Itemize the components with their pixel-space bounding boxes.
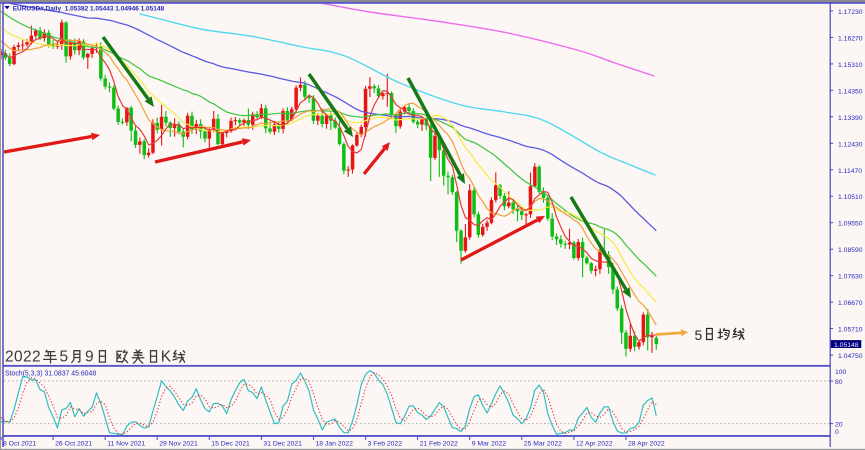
svg-text:EURUSD#,Daily 1.05382 1.05443: EURUSD#,Daily 1.05382 1.05443 1.04946 1.… <box>13 6 165 13</box>
svg-text:1.11470: 1.11470 <box>838 168 862 175</box>
svg-text:1.06670: 1.06670 <box>838 300 863 307</box>
svg-text:9 Mar 2022: 9 Mar 2022 <box>472 441 507 448</box>
svg-text:26 Oct 2021: 26 Oct 2021 <box>55 441 92 448</box>
svg-text:31 Dec 2021: 31 Dec 2021 <box>263 441 302 448</box>
svg-text:1.15310: 1.15310 <box>838 62 863 69</box>
svg-text:15 Dec 2021: 15 Dec 2021 <box>211 441 250 448</box>
svg-text:5: 5 <box>60 349 69 366</box>
svg-text:9: 9 <box>85 349 94 366</box>
svg-text:1.13390: 1.13390 <box>838 115 863 122</box>
svg-text:21 Feb 2022: 21 Feb 2022 <box>420 441 458 448</box>
svg-text:1.05710: 1.05710 <box>838 327 863 334</box>
svg-text:25 Mar 2022: 25 Mar 2022 <box>524 441 562 448</box>
svg-text:1.08590: 1.08590 <box>838 247 863 254</box>
svg-text:1.09550: 1.09550 <box>838 221 863 228</box>
svg-text:29 Nov 2021: 29 Nov 2021 <box>159 441 198 448</box>
svg-text:2022: 2022 <box>5 349 41 366</box>
svg-text:100: 100 <box>835 369 847 376</box>
svg-text:Stoch(5,3,3) 31.0837 45.6048: Stoch(5,3,3) 31.0837 45.6048 <box>5 370 96 377</box>
svg-text:1.14350: 1.14350 <box>838 88 863 95</box>
svg-text:1.05148: 1.05148 <box>834 342 859 349</box>
svg-text:0: 0 <box>835 429 839 436</box>
svg-text:5: 5 <box>695 327 703 343</box>
svg-text:18 Jan 2022: 18 Jan 2022 <box>316 441 354 448</box>
svg-text:1.10510: 1.10510 <box>838 194 863 201</box>
svg-text:K: K <box>161 349 172 366</box>
svg-text:1.17230: 1.17230 <box>838 9 863 16</box>
svg-text:20: 20 <box>835 422 843 429</box>
svg-text:1.07630: 1.07630 <box>838 274 863 281</box>
svg-text:11 Nov 2021: 11 Nov 2021 <box>107 441 145 448</box>
svg-text:80: 80 <box>835 379 843 386</box>
svg-text:28 Apr 2022: 28 Apr 2022 <box>628 441 665 448</box>
svg-text:1.12430: 1.12430 <box>838 141 863 148</box>
svg-text:12 Apr 2022: 12 Apr 2022 <box>576 441 613 448</box>
svg-text:8 Oct 2021: 8 Oct 2021 <box>3 441 36 448</box>
svg-text:1.16270: 1.16270 <box>838 35 863 42</box>
svg-text:1.04750: 1.04750 <box>838 353 863 360</box>
svg-text:3 Feb 2022: 3 Feb 2022 <box>368 441 403 448</box>
